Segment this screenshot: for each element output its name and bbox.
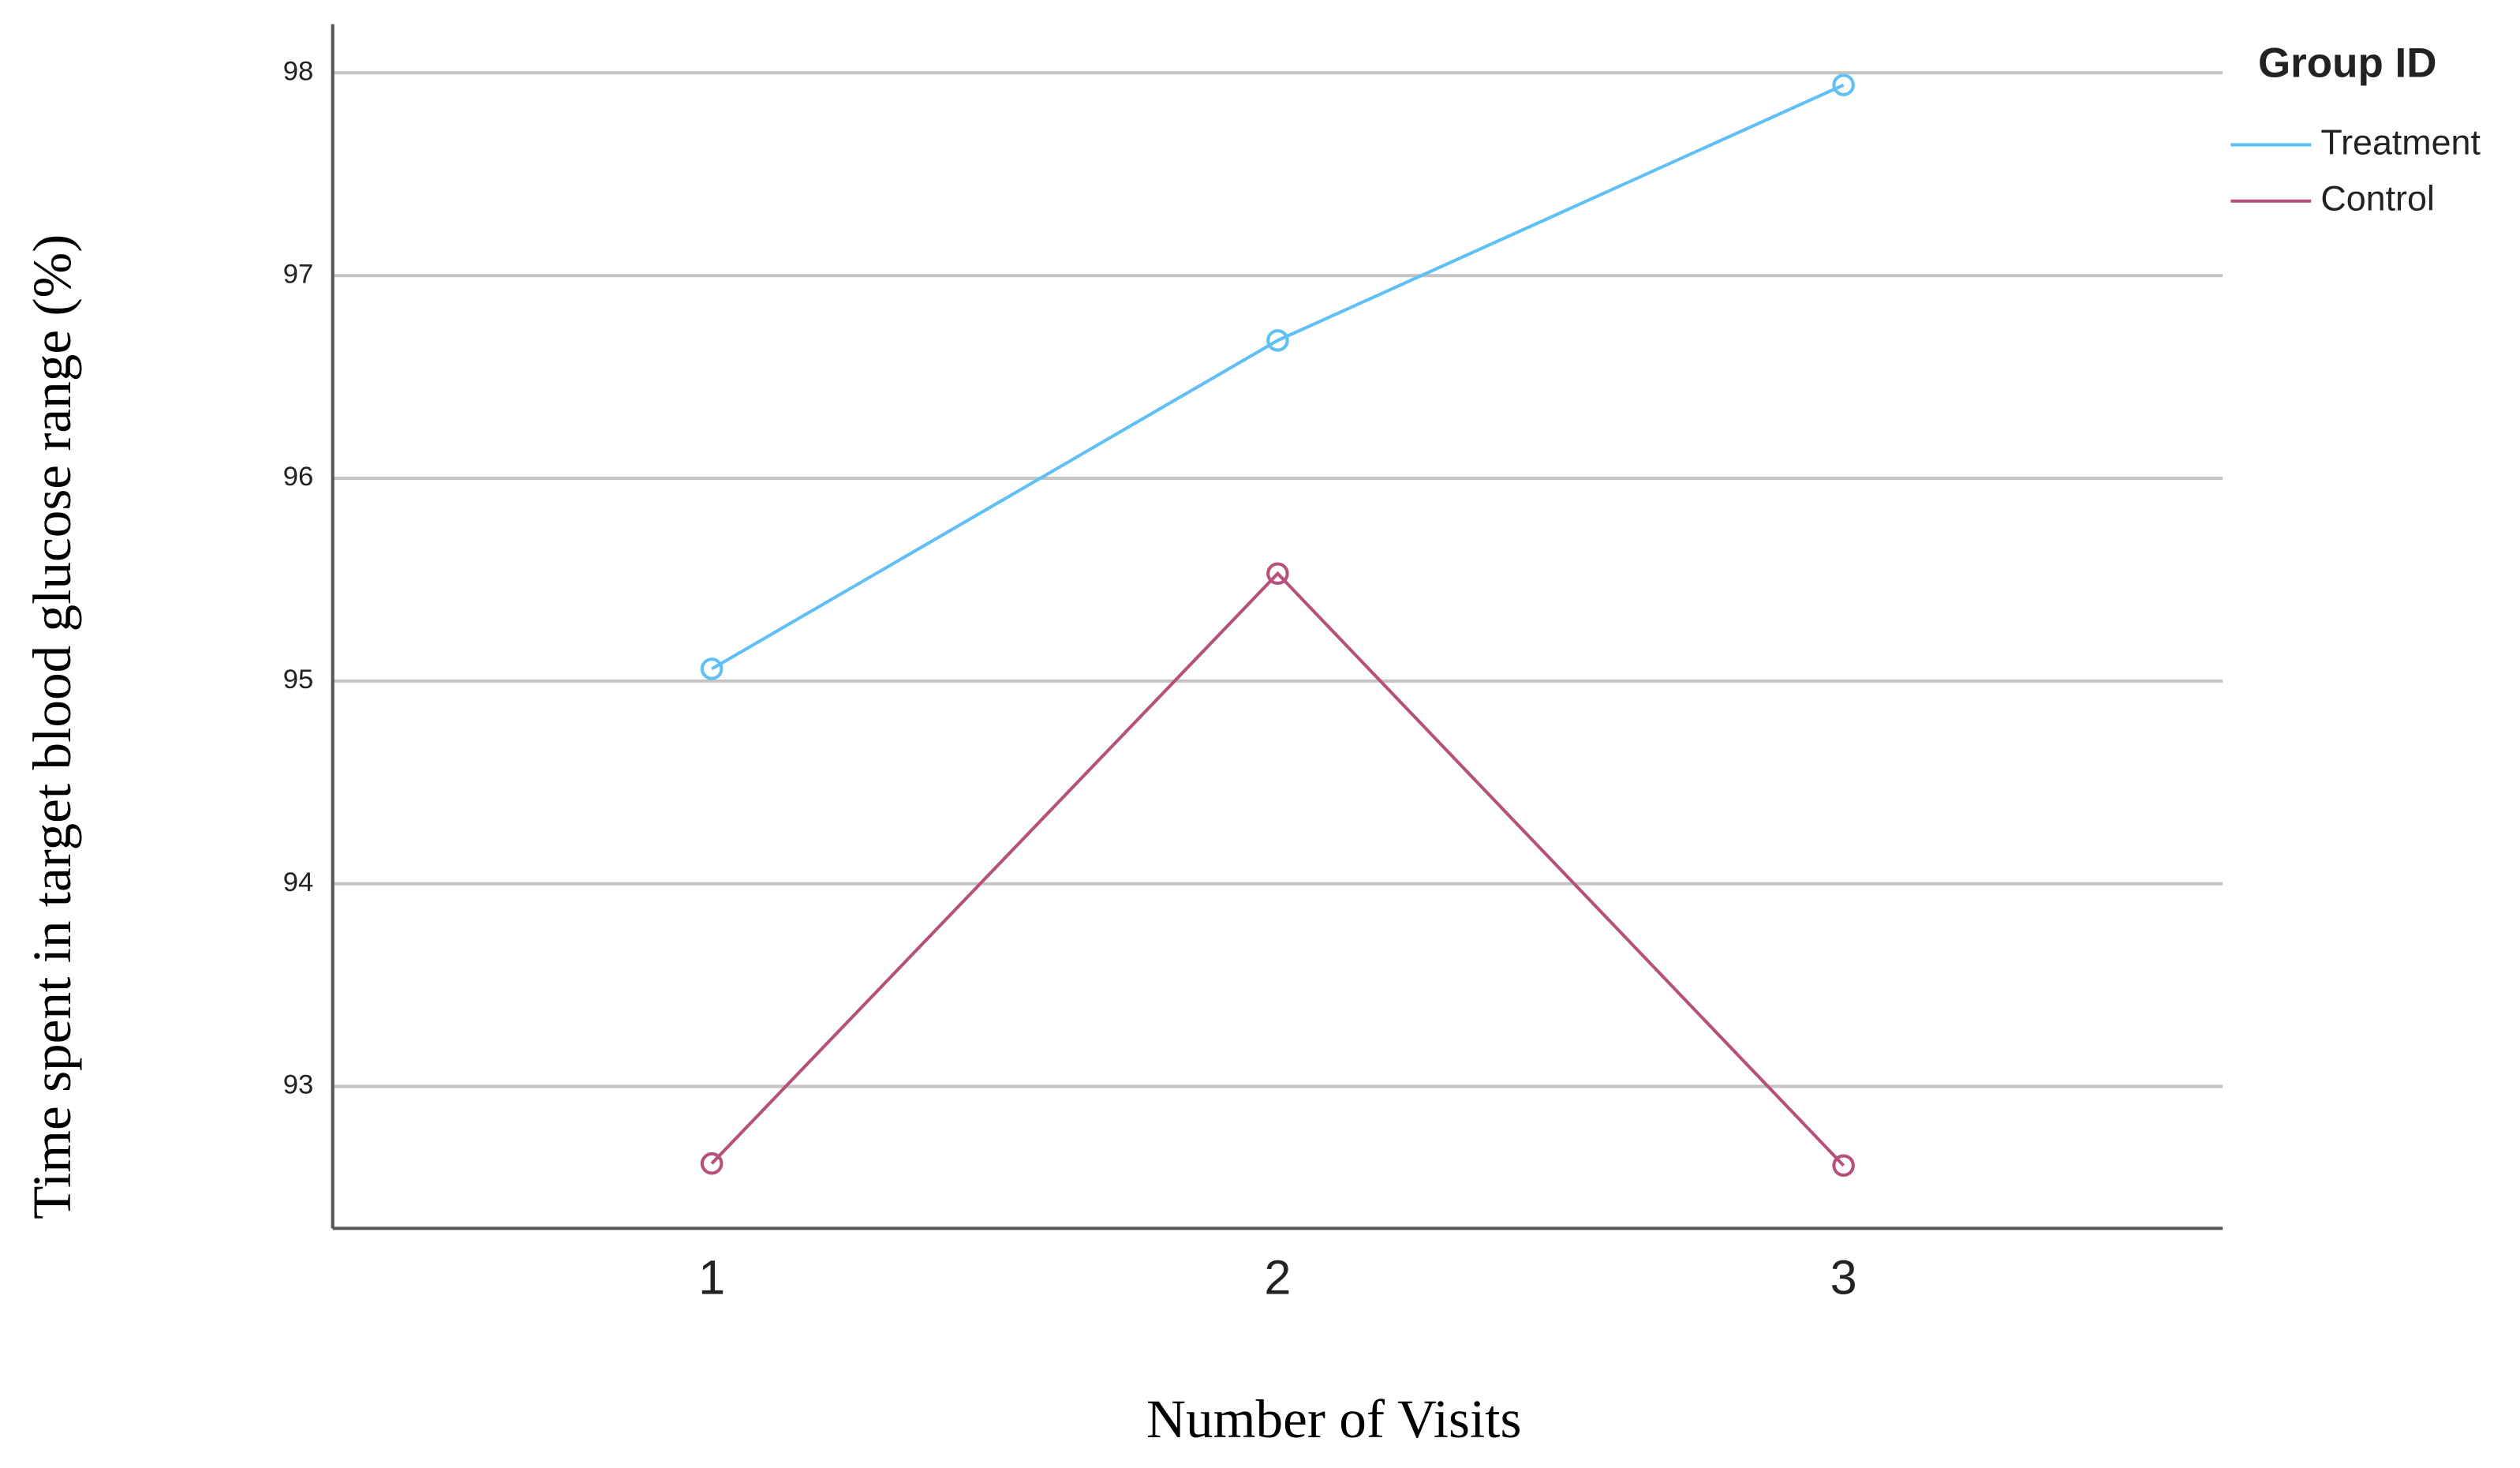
legend-label: Control xyxy=(2320,179,2434,219)
data-point xyxy=(700,657,723,680)
y-tick-label: 95 xyxy=(283,665,314,695)
y-tick-label: 94 xyxy=(283,867,314,897)
x-axis-title: Number of Visits xyxy=(1146,1388,1521,1449)
legend-label: Treatment xyxy=(2320,122,2481,162)
y-axis-title: Time spent in target blood glucose range… xyxy=(21,234,82,1219)
data-point xyxy=(700,1152,723,1175)
y-tick-label: 96 xyxy=(283,462,314,492)
legend-title: Group ID xyxy=(2258,40,2437,87)
y-tick-label: 98 xyxy=(283,56,314,86)
data-point xyxy=(1832,73,1855,96)
series-line xyxy=(710,571,1845,1167)
y-tick-label: 97 xyxy=(283,259,314,289)
data-point xyxy=(1266,329,1289,352)
data-point xyxy=(1266,562,1289,585)
x-tick-label: 2 xyxy=(1264,1251,1291,1305)
data-point xyxy=(1832,1154,1855,1178)
series-line xyxy=(711,83,1845,671)
x-tick-label: 1 xyxy=(698,1251,725,1305)
y-tick-label: 93 xyxy=(283,1070,314,1100)
x-tick-label: 3 xyxy=(1830,1251,1857,1305)
